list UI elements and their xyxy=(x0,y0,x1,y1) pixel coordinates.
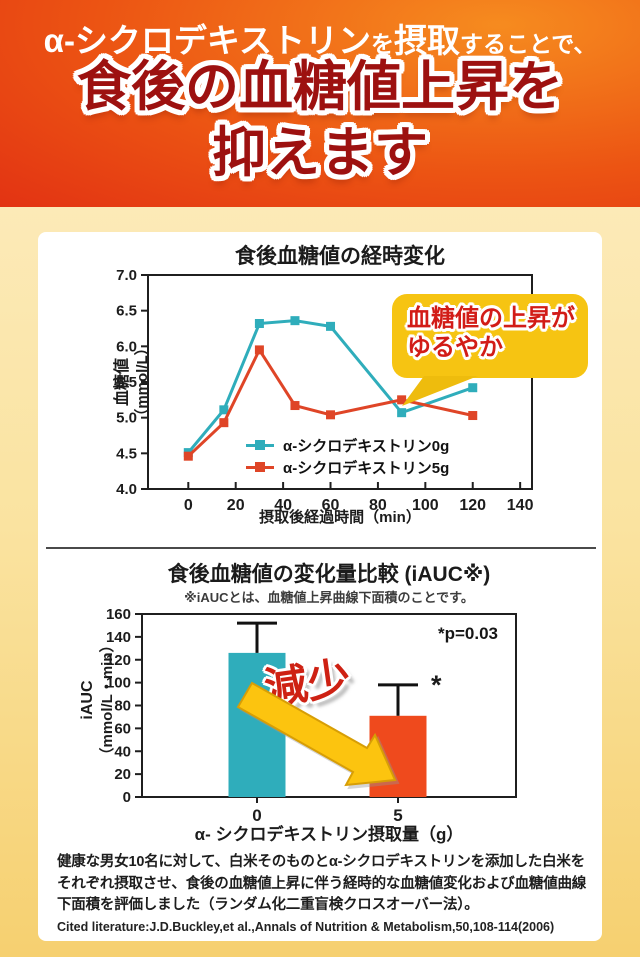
y-axis-label-line2: （mmol/L） xyxy=(134,340,151,424)
p-value-annotation: *p=0.03 xyxy=(437,624,498,643)
y-axis-label-line2: （mmol/L・min） xyxy=(99,637,116,763)
banner-headline-line1: 食後の血糖値上昇を xyxy=(77,57,563,117)
legend-row-0g: α-シクロデキストリン0g xyxy=(246,434,449,456)
svg-text:140: 140 xyxy=(507,497,534,514)
callout-bubble-tail xyxy=(402,376,478,406)
legend-marker-0g xyxy=(246,440,274,450)
banner-headline-line2: 抑えます xyxy=(212,123,428,183)
header-banner: α-シクロデキストリンを摂取することで、 食後の血糖値上昇を 抑えます xyxy=(0,0,640,207)
bar-chart-title: 食後血糖値の変化量比較 (iAUC※) xyxy=(167,563,491,586)
svg-text:80: 80 xyxy=(369,497,387,514)
svg-text:4.0: 4.0 xyxy=(116,481,137,498)
legend-label-0g: α-シクロデキストリン0g xyxy=(283,437,450,455)
svg-text:60: 60 xyxy=(114,720,131,737)
line-chart-section: 食後血糖値の経時変化 4.0 4.5 5.0 5.5 6.0 6.5 7.0 0 20 40 60 8… xyxy=(38,232,602,547)
svg-text:100: 100 xyxy=(106,675,131,692)
bar-chart-subtitle: ※iAUCとは、血糖値上昇曲線下面積のことです。 xyxy=(184,590,474,605)
legend-row-5g: α-シクロデキストリン5g xyxy=(246,456,449,478)
tagline-part: α-シクロデキストリン xyxy=(43,22,371,59)
y-axis-label-line1: iAUC xyxy=(79,680,96,720)
line-chart-legend: α-シクロデキストリン0g α-シクロデキストリン5g xyxy=(246,434,449,478)
callout-text-line2: ゆるやか xyxy=(407,334,503,361)
svg-text:20: 20 xyxy=(114,766,131,783)
line-chart-title: 食後血糖値の経時変化 xyxy=(235,245,445,268)
content-card: 食後血糖値の経時変化 4.0 4.5 5.0 5.5 6.0 6.5 7.0 0 20 40 60 8… xyxy=(38,232,602,941)
legend-label-5g: α-シクロデキストリン5g xyxy=(283,459,450,477)
banner-tagline: α-シクロデキストリンを摂取することで、 xyxy=(0,14,640,62)
line-chart-x-axis-label: 摂取後経過時間（min） xyxy=(259,509,421,526)
svg-text:5.0: 5.0 xyxy=(116,410,137,427)
svg-text:140: 140 xyxy=(106,629,131,646)
svg-text:40: 40 xyxy=(274,497,292,514)
svg-text:5: 5 xyxy=(393,806,402,825)
tagline-part: することで、 xyxy=(459,31,597,57)
callout-text-line1: 血糖値の上昇が xyxy=(407,305,575,332)
legend-marker-5g xyxy=(246,462,274,472)
svg-text:*: * xyxy=(431,670,442,700)
section-divider xyxy=(46,547,596,549)
svg-text:4.5: 4.5 xyxy=(116,445,137,462)
legend-square-icon xyxy=(255,462,265,472)
svg-text:160: 160 xyxy=(106,606,131,623)
study-description: 健康な男女10名に対して、白米そのものとα-シクロデキストリンを添加した白米をそ… xyxy=(57,854,587,913)
svg-text:100: 100 xyxy=(412,497,439,514)
decrease-arrow-icon xyxy=(236,681,397,787)
tagline-part: を xyxy=(370,31,394,57)
svg-text:5.5: 5.5 xyxy=(116,374,137,391)
svg-text:0: 0 xyxy=(184,497,193,514)
legend-square-icon xyxy=(255,440,265,450)
svg-text:40: 40 xyxy=(114,743,131,760)
line-chart-y-axis-label: 血糖値 （mmol/L） xyxy=(113,302,157,462)
svg-text:0: 0 xyxy=(123,789,131,806)
svg-text:7.0: 7.0 xyxy=(116,267,137,284)
line-chart-svg: 4.0 4.5 5.0 5.5 6.0 6.5 7.0 0 20 40 60 80 100 120 140 xyxy=(116,267,534,514)
svg-text:0: 0 xyxy=(252,806,261,825)
svg-text:120: 120 xyxy=(459,497,486,514)
svg-text:60: 60 xyxy=(322,497,340,514)
banner-headline: 食後の血糖値上昇を 抑えます xyxy=(0,54,640,186)
svg-text:6.0: 6.0 xyxy=(116,338,137,355)
svg-text:80: 80 xyxy=(114,698,131,715)
callout-bubble: 血糖値の上昇が ゆるやか xyxy=(392,294,588,378)
svg-text:120: 120 xyxy=(106,652,131,669)
y-axis-label-line1: 血糖値 xyxy=(114,358,131,407)
svg-text:20: 20 xyxy=(227,497,245,514)
bar-chart-x-axis-label: α- シクロデキストリン摂取量（g） xyxy=(194,825,464,844)
bar-chart-section: 食後血糖値の変化量比較 (iAUC※) ※iAUCとは、血糖値上昇曲線下面積のこ… xyxy=(38,550,602,850)
citation-text: Cited literature:J.D.Buckley,et al.,Anna… xyxy=(57,920,555,934)
bar-chart-y-axis-label: iAUC （mmol/L・min） xyxy=(78,615,122,785)
svg-text:6.5: 6.5 xyxy=(116,303,137,320)
tagline-part: 摂取 xyxy=(393,22,460,59)
